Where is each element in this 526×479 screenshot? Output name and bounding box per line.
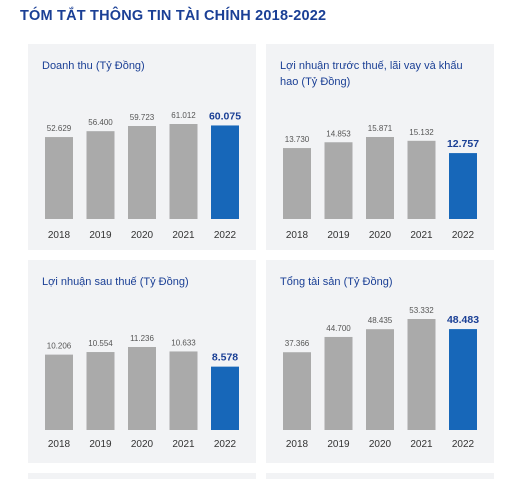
data-label-2020: 15.871: [368, 124, 393, 133]
data-label-2019: 56.400: [88, 118, 113, 127]
data-label-2020: 11.236: [130, 334, 154, 343]
total-assets-chart: 37.366 2018 44.700 2019 48.435 2020 53.332 2021…: [283, 306, 479, 450]
bar-2018: [283, 352, 311, 430]
bar-2018: [283, 148, 311, 219]
data-label-2021: 15.132: [409, 128, 434, 137]
bar-2019: [324, 142, 353, 219]
data-label-2018: 13.730: [285, 135, 310, 144]
bottom-strip: [0, 469, 526, 479]
ebitda-chart: 13.730 2018 14.853 2019 15.871 2020 15.132 2021…: [283, 124, 479, 241]
x-tick-label: 2018: [48, 230, 71, 241]
bar-2019: [86, 352, 115, 430]
chart-title: Lợi nhuận trước thuế, lãi vay và khấu ha…: [280, 60, 463, 88]
panel-edge: [28, 473, 256, 479]
data-label-2022: 60.075: [209, 110, 241, 122]
panel-edge: [266, 473, 494, 479]
bar-2018: [45, 137, 73, 219]
total-assets-chart-panel: Tổng tài sản (Tỷ Đồng) 37.366 2018 44.700 2…: [266, 260, 494, 463]
data-label-2018: 37.366: [285, 339, 310, 348]
x-tick-label: 2019: [327, 439, 350, 450]
revenue-chart-panel: Doanh thu (Tỷ Đồng) 52.629 2018 56.400 2019…: [28, 44, 256, 250]
bar-2020: [366, 137, 394, 219]
x-tick-label: 2022: [214, 439, 237, 450]
x-tick-label: 2019: [89, 230, 112, 241]
chart-title: Doanh thu (Tỷ Đồng): [42, 60, 145, 72]
net-profit-chart: 10.206 2018 10.554 2019 11.236 2020 10.633 2021…: [45, 334, 239, 450]
data-label-2020: 48.435: [368, 316, 393, 325]
bar-2021: [407, 140, 436, 219]
data-label-2020: 59.723: [130, 113, 155, 122]
x-tick-label: 2020: [131, 439, 154, 450]
x-tick-label: 2022: [452, 230, 475, 241]
data-label-2021: 10.633: [171, 338, 196, 347]
data-label-2018: 10.206: [47, 342, 72, 351]
data-label-2022: 48.483: [447, 314, 479, 326]
x-tick-label: 2021: [410, 230, 433, 241]
x-tick-label: 2021: [172, 439, 195, 450]
data-label-2022: 12.757: [447, 138, 479, 150]
bar-2020: [128, 126, 156, 219]
data-label-2019: 14.853: [326, 129, 351, 138]
data-label-2021: 61.012: [171, 111, 196, 120]
ebitda-chart-panel: Lợi nhuận trước thuế, lãi vay và khấu ha…: [266, 44, 494, 250]
bar-2022: [211, 125, 239, 219]
bar-2021: [169, 351, 198, 430]
data-label-2018: 52.629: [47, 124, 72, 133]
bar-2022: [211, 366, 239, 430]
bar-2019: [324, 336, 353, 430]
x-tick-label: 2022: [452, 439, 475, 450]
bar-2021: [407, 319, 436, 430]
data-label-2019: 10.554: [88, 339, 113, 348]
data-label-2019: 44.700: [326, 324, 351, 333]
x-tick-label: 2020: [131, 230, 154, 241]
x-tick-label: 2018: [286, 439, 309, 450]
x-tick-label: 2018: [48, 439, 71, 450]
bar-2019: [86, 131, 115, 219]
x-tick-label: 2020: [369, 230, 392, 241]
chart-title: Lợi nhuận sau thuế (Tỷ Đồng): [42, 276, 189, 288]
bar-2022: [449, 329, 477, 430]
chart-title: Tổng tài sản (Tỷ Đồng): [280, 276, 393, 288]
data-label-2021: 53.332: [409, 306, 434, 315]
page-title: TÓM TẮT THÔNG TIN TÀI CHÍNH 2018-2022: [20, 8, 327, 24]
bar-2022: [449, 153, 477, 219]
x-tick-label: 2021: [410, 439, 433, 450]
x-tick-label: 2020: [369, 439, 392, 450]
bar-2021: [169, 124, 198, 219]
revenue-chart: 52.629 2018 56.400 2019 59.723 2020 61.012 2021…: [45, 110, 241, 241]
x-tick-label: 2018: [286, 230, 309, 241]
bar-2020: [128, 347, 156, 430]
x-tick-label: 2022: [214, 230, 237, 241]
bar-2018: [45, 354, 73, 430]
data-label-2022: 8.578: [212, 352, 238, 364]
x-tick-label: 2021: [172, 230, 195, 241]
bar-2020: [366, 329, 394, 430]
x-tick-label: 2019: [89, 439, 112, 450]
net-profit-chart-panel: Lợi nhuận sau thuế (Tỷ Đồng) 10.206 2018 1…: [28, 260, 256, 463]
x-tick-label: 2019: [327, 230, 350, 241]
